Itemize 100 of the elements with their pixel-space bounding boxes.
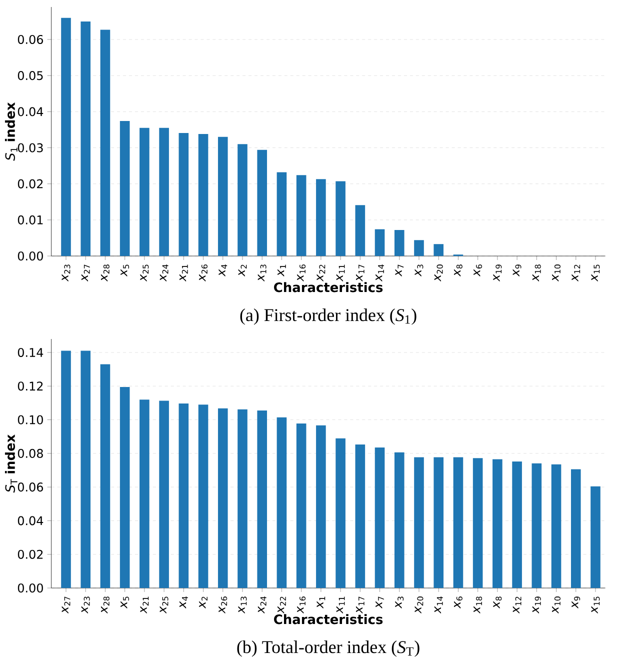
bar [257,410,268,588]
x-tick-label: x$_{24}$ [258,596,266,614]
x-tick-label: x$_{6}$ [474,264,482,277]
bar [198,404,208,588]
x-tick-label: x$_{11}$ [336,596,345,614]
x-tick-label: x$_{10}$ [552,264,560,282]
bar [159,400,169,588]
x-tick-label: x$_{7}$ [376,596,384,609]
bar [159,128,169,256]
x-tick-label: x$_{3}$ [414,264,424,277]
x-tick-label: x$_{9}$ [512,264,522,277]
bar [218,408,228,588]
bar [80,21,91,256]
bar [61,18,71,256]
bar [100,364,110,588]
y-tick-label: 0.04 [18,516,44,526]
y-tick-label: 0.06 [18,34,44,44]
x-tick-label: x$_{2}$ [238,264,247,277]
x-tick-label: x$_{8}$ [493,596,502,609]
x-tick-label: x$_{10}$ [552,596,560,614]
y-tick-label: 0.08 [18,448,43,458]
x-tick-label: x$_{7}$ [395,264,404,277]
x-tick-label: x$_{20}$ [414,596,424,614]
x-tick-label: x$_{6}$ [454,596,462,609]
y-axis-title: S$_{1}$ index [4,102,18,161]
x-tick-label: x$_{25}$ [160,596,168,614]
y-tick-label: 0.00 [18,583,43,593]
y-tick-label: 0.06 [18,482,44,492]
bar [316,425,326,588]
bar [414,457,424,588]
x-tick-label: x$_{21}$ [140,596,149,614]
x-tick-label: x$_{26}$ [218,596,228,614]
y-tick-label: 0.03 [18,143,43,152]
bar [472,458,483,588]
x-tick-label: x$_{14}$ [434,596,443,614]
x-tick-label: x$_{3}$ [395,596,404,609]
bar [178,403,189,588]
x-tick-label: x$_{9}$ [572,596,580,609]
x-tick-label: x$_{27}$ [81,264,90,282]
text: (b) Total-order index (S$_{T}$) [237,640,420,657]
x-tick-label: x$_{28}$ [101,264,110,282]
bar [140,400,150,588]
bar [374,448,385,588]
x-tick-label: x$_{26}$ [199,264,208,282]
bar [238,144,248,256]
x-tick-label: x$_{28}$ [101,596,110,614]
x-tick-label: x$_{16}$ [297,264,306,282]
text: (a) First-order index (S$_{1}$) [240,308,416,325]
bar [120,121,130,256]
bar [257,150,268,256]
bar [512,461,522,588]
bar [374,229,385,256]
bar [570,469,581,588]
bar [120,386,130,588]
x-tick-label: x$_{25}$ [140,264,149,282]
y-tick-label: 0.00 [18,251,43,261]
x-tick-label: x$_{11}$ [336,264,345,282]
x-tick-label: x$_{1}$ [316,596,326,609]
bar [276,172,287,256]
bar [551,464,562,588]
bar [336,181,346,256]
bar [296,175,306,256]
x-tick-label: x$_{19}$ [493,264,502,282]
x-axis-title: Characteristics [274,614,383,624]
bar [218,136,228,256]
bar [355,444,366,588]
x-tick-label: x$_{17}$ [356,596,364,614]
x-tick-label: x$_{24}$ [160,264,168,282]
x-tick-label: x$_{16}$ [297,596,306,614]
bar [238,409,248,588]
bar [316,179,326,256]
bar [492,459,502,588]
x-tick-label: x$_{5}$ [120,596,130,609]
x-tick-label: x$_{15}$ [591,264,600,282]
x-tick-label: x$_{12}$ [512,596,522,614]
y-tick-label: 0.05 [18,71,43,80]
x-tick-label: x$_{15}$ [591,596,600,614]
y-tick-label: 0.02 [18,550,43,559]
x-tick-label: x$_{1}$ [278,264,286,277]
bar [532,463,542,588]
y-tick-label: 0.14 [18,348,44,357]
x-tick-label: x$_{17}$ [356,264,364,282]
bar [414,240,424,256]
y-axis-title: S$_{T}$ index [4,434,18,493]
x-tick-label: x$_{4}$ [218,264,228,277]
bar [100,30,110,256]
bar [355,205,366,256]
x-tick-label: x$_{21}$ [180,264,188,282]
bar [434,457,444,588]
y-tick-label: 0.02 [18,179,43,188]
x-tick-label: x$_{22}$ [278,596,286,614]
bar [61,350,71,588]
x-tick-label: x$_{22}$ [316,264,326,282]
bar [178,132,189,256]
y-tick-label: 0.10 [18,415,43,424]
x-tick-label: x$_{23}$ [81,596,90,614]
y-tick-label: 0.01 [18,215,43,224]
x-tick-label: x$_{14}$ [376,264,384,282]
x-tick-label: x$_{27}$ [62,596,70,614]
x-tick-label: x$_{13}$ [258,264,266,282]
